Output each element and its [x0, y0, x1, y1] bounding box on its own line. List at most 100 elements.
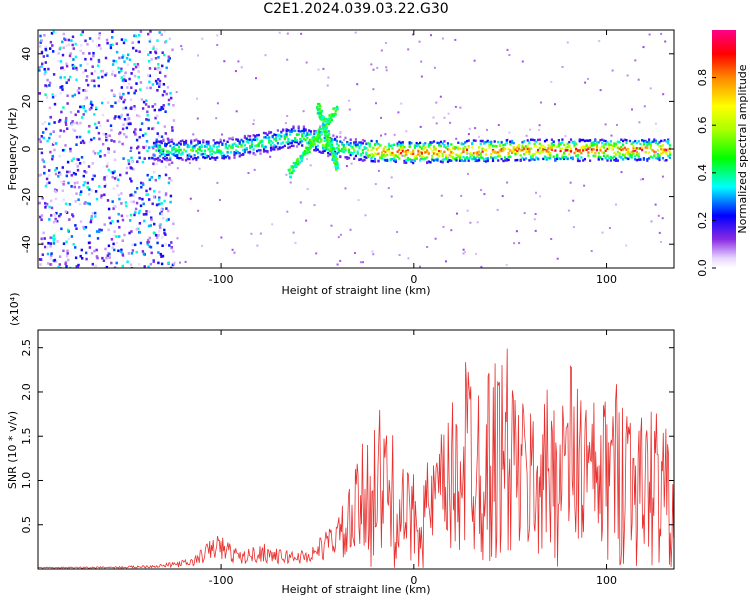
spectrogram-cell	[635, 151, 638, 154]
spectrogram-cell	[147, 265, 150, 268]
spectrogram-cell	[276, 142, 279, 145]
spectrogram-cell	[346, 142, 349, 145]
spectrogram-cell	[155, 203, 159, 207]
spectrogram-cell	[278, 31, 281, 34]
spectrogram-cell	[75, 121, 78, 125]
spectrogram-cell	[196, 117, 199, 120]
spectrogram-cell	[68, 170, 71, 174]
spectrogram-cell	[351, 151, 354, 155]
spectrogram-cell	[653, 150, 656, 153]
spectrogram-cell	[76, 265, 79, 268]
spectrogram-cell	[533, 145, 536, 148]
spectrogram-cell	[141, 250, 145, 253]
spectrogram-cell	[375, 147, 378, 151]
spectrogram-cell	[531, 154, 534, 158]
spectrogram-cell	[646, 144, 649, 147]
spectrogram-cell	[157, 56, 160, 59]
spectrogram-cell	[386, 158, 389, 162]
spectrogram-cell	[65, 116, 68, 120]
spectrogram-cell	[530, 138, 533, 141]
spectrogram-cell	[405, 153, 408, 156]
spectrogram-cell	[620, 156, 623, 159]
spectrogram-cell	[165, 159, 168, 162]
spectrogram-cell	[133, 91, 136, 95]
spectrogram-cell	[145, 118, 148, 121]
spectrogram-cell	[654, 139, 658, 143]
spectrogram-cell	[133, 107, 137, 111]
spectrogram-cell	[197, 151, 200, 155]
spectrogram-cell	[190, 142, 193, 145]
spectrogram-cell	[384, 150, 387, 154]
spectrogram-cell	[566, 157, 569, 160]
spectrogram-cell	[367, 148, 370, 152]
spectrogram-cell	[162, 83, 166, 86]
spectrogram-cell	[665, 150, 668, 153]
spectrogram-cell	[547, 147, 550, 150]
spectrogram-cell	[238, 155, 241, 158]
spectrogram-cell	[132, 67, 135, 71]
spectrogram-cell	[399, 152, 403, 155]
spectrogram-cell	[576, 149, 580, 152]
spectrogram-cell	[216, 156, 219, 159]
spectrogram-cell	[339, 140, 342, 143]
spectrogram-cell	[94, 122, 97, 126]
spectrogram-cell	[103, 223, 106, 226]
spectrogram-cell	[656, 142, 659, 146]
spectrogram-cell	[216, 34, 219, 37]
spectrogram-cell	[384, 133, 387, 136]
spectrogram-cell	[68, 54, 72, 58]
spectrogram-cell	[478, 146, 481, 149]
spectrogram-cell	[542, 150, 545, 153]
spectrogram-cell	[167, 150, 170, 153]
spectrogram-cell	[129, 213, 133, 217]
spectrogram-cell	[327, 130, 330, 133]
spectrogram-cell	[628, 153, 632, 156]
spectrogram-cell	[644, 146, 647, 149]
spectrogram-cell	[634, 155, 637, 158]
spectrogram-cell	[70, 159, 74, 162]
spectrogram-cell	[70, 185, 73, 188]
spectrogram-cell	[539, 195, 542, 198]
spectrogram-cell	[644, 151, 647, 154]
spectrogram-cell	[370, 148, 373, 152]
spectrogram-cell	[167, 141, 170, 144]
spectrogram-cell	[504, 143, 507, 146]
spectrogram-cell	[398, 143, 401, 146]
spectrogram-cell	[148, 67, 152, 70]
spectrogram-cell	[138, 156, 141, 160]
spectrogram-cell	[287, 146, 290, 149]
spectrogram-cell	[89, 220, 92, 224]
spectrogram-cell	[568, 153, 571, 156]
spectrogram-cell	[632, 145, 635, 148]
spectrogram-cell	[286, 115, 289, 117]
spectrogram-cell	[119, 115, 123, 118]
spectrogram-cell	[478, 150, 481, 153]
spectrogram-cell	[347, 151, 351, 154]
spectrogram-cell	[62, 242, 66, 245]
spectrogram-cell	[158, 83, 162, 86]
spectrogram-cell	[667, 140, 670, 143]
spectrogram-cell	[334, 109, 337, 113]
spectrogram-cell	[337, 147, 340, 151]
spectrogram-cell	[344, 146, 347, 149]
spectrogram-cell	[661, 217, 664, 220]
spectrogram-cell	[205, 156, 208, 159]
spectrogram-cell	[493, 156, 496, 159]
spectrogram-cell	[665, 159, 668, 162]
spectrogram-cell	[569, 156, 573, 160]
spectrogram-cell	[587, 146, 590, 149]
spectrogram-cell	[295, 164, 298, 167]
spectrogram-cell	[521, 148, 524, 152]
spectrogram-cell	[155, 48, 158, 51]
spectrogram-cell	[441, 154, 444, 157]
spectrogram-cell	[516, 158, 519, 162]
spectrogram-cell	[65, 265, 68, 268]
spectrogram-cell	[53, 258, 57, 262]
spectrogram-cell	[133, 74, 137, 78]
spectrogram-cell	[62, 249, 65, 253]
spectrogram-cell	[502, 144, 505, 147]
spectrogram-cell	[606, 141, 609, 144]
spectrogram-cell	[249, 135, 252, 138]
spectrogram-cell	[488, 144, 491, 147]
spectrogram-cell	[245, 140, 248, 143]
